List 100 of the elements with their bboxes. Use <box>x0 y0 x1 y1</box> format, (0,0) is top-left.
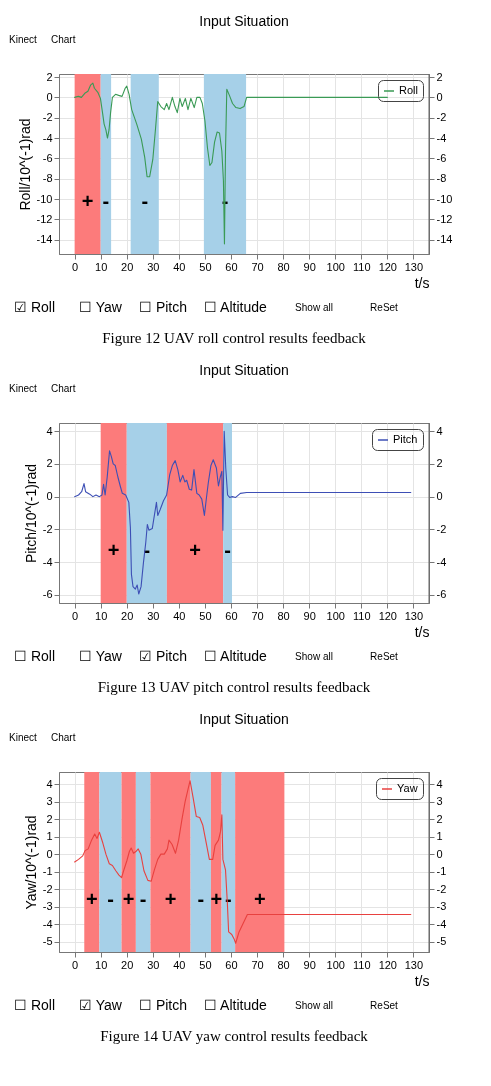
y-tick-label: -1 <box>42 865 53 878</box>
text: ☐ Pitch <box>139 299 188 315</box>
x-tick-label: 40 <box>173 958 186 971</box>
y2-tick-label: -3 <box>436 900 447 913</box>
band-label: - <box>139 887 147 910</box>
y2-tick-label: -10 <box>436 192 453 205</box>
text: ☑ Yaw <box>79 997 123 1013</box>
x-tick-label: 50 <box>199 260 212 273</box>
text: ☑ Pitch <box>139 648 188 664</box>
y-tick-label: 2 <box>46 457 53 470</box>
y-tick-label: -10 <box>36 192 53 205</box>
text: Show all <box>295 302 333 313</box>
y2-tick-label: 4 <box>436 424 443 437</box>
text: ☐ Roll <box>14 648 56 664</box>
y-tick-label: -8 <box>42 172 53 185</box>
x-tick-label: 50 <box>199 609 212 622</box>
y2-tick-label: -1 <box>436 865 447 878</box>
x-tick-label: 80 <box>277 958 290 971</box>
legend-label: Pitch <box>393 433 418 445</box>
band-label: - <box>225 887 232 910</box>
y2-tick-label: 4 <box>436 777 443 790</box>
y2-tick-label: -12 <box>436 212 453 225</box>
text: ☑ Roll <box>14 299 56 315</box>
y-tick-label: 2 <box>46 812 53 825</box>
x-tick-label: 20 <box>121 260 134 273</box>
x-tick-label: 120 <box>378 958 397 971</box>
x-tick-label: 80 <box>277 609 290 622</box>
x-tick-label: 110 <box>352 958 371 971</box>
text: ☐ Altitude <box>204 299 268 315</box>
x-tick-label: 130 <box>404 958 424 971</box>
chart-title: Input Situation <box>199 711 289 727</box>
x-tick-label: 100 <box>326 260 345 273</box>
text: Kinect <box>9 34 38 45</box>
y-tick-label: -2 <box>42 882 53 895</box>
band-label: - <box>143 538 151 561</box>
x-tick-label: 40 <box>173 609 186 622</box>
x-tick-label: 0 <box>72 260 79 273</box>
legend-label: Roll <box>399 84 418 96</box>
y-tick-label: -6 <box>42 588 53 601</box>
caption: Figure 12 UAV roll control results feedback <box>102 330 367 346</box>
text: ReSet <box>370 651 399 662</box>
x-tick-label: 10 <box>95 958 108 971</box>
y-tick-label: 0 <box>46 90 53 103</box>
text: ☐ Yaw <box>79 648 123 664</box>
band-label: - <box>107 887 114 910</box>
y-tick-label: -12 <box>36 212 53 225</box>
y-tick-label: 1 <box>46 830 53 843</box>
x-tick-label: 60 <box>225 609 238 622</box>
x-tick-label: 100 <box>326 609 345 622</box>
text: Chart <box>51 732 76 743</box>
x-axis-title: t/s <box>414 274 430 291</box>
x-tick-label: 40 <box>173 260 186 273</box>
x-tick-label: 100 <box>326 958 345 971</box>
band-label: - <box>197 887 205 910</box>
x-axis-title: t/s <box>414 623 430 640</box>
text: ☐ Roll <box>14 997 56 1013</box>
text: ☐ Altitude <box>204 648 268 664</box>
x-tick-label: 30 <box>147 609 160 622</box>
y-axis-title: Yaw/10^(-1)rad <box>22 815 39 910</box>
x-tick-label: 120 <box>378 609 397 622</box>
y-tick-label: -4 <box>42 555 53 568</box>
band-label: + <box>107 538 120 561</box>
x-tick-label: 0 <box>72 609 79 622</box>
x-tick-label: 80 <box>277 260 290 273</box>
y-axis-title: Pitch/10^(-1)rad <box>22 463 39 564</box>
y2-tick-label: 0 <box>436 90 443 103</box>
text: ☐ Yaw <box>79 299 123 315</box>
band-label: + <box>253 887 266 910</box>
caption: Figure 14 UAV yaw control results feedback <box>100 1028 369 1044</box>
y-tick-label: 2 <box>46 70 53 83</box>
y2-tick-label: 0 <box>436 490 443 503</box>
x-tick-label: 90 <box>303 260 316 273</box>
band-label: - <box>224 538 231 561</box>
caption: Figure 13 UAV pitch control results feedback <box>97 679 371 695</box>
y-tick-label: 0 <box>46 490 53 503</box>
chart-title: Input Situation <box>199 362 289 378</box>
line-series <box>74 82 388 245</box>
y-tick-label: -2 <box>42 522 53 535</box>
chart-title: Input Situation <box>199 13 289 29</box>
text: ReSet <box>370 1000 399 1011</box>
y2-tick-label: -14 <box>436 233 453 246</box>
text: Kinect <box>9 732 38 743</box>
y2-tick-label: -6 <box>436 588 447 601</box>
y2-tick-label: 0 <box>436 847 443 860</box>
text: Chart <box>51 34 76 45</box>
band-label: + <box>85 887 98 910</box>
x-tick-label: 90 <box>303 958 316 971</box>
band-label: + <box>81 189 94 212</box>
x-tick-label: 70 <box>251 260 264 273</box>
x-tick-label: 110 <box>352 260 371 273</box>
band-label: - <box>102 189 110 212</box>
y2-tick-label: -2 <box>436 882 447 895</box>
y-tick-label: -6 <box>42 151 53 164</box>
x-tick-label: 70 <box>251 609 264 622</box>
y-tick-label: -4 <box>42 917 53 930</box>
x-tick-label: 10 <box>95 609 108 622</box>
y-tick-label: 4 <box>46 777 53 790</box>
text: ☐ Pitch <box>139 997 188 1013</box>
x-tick-label: 10 <box>95 260 108 273</box>
y-tick-label: -4 <box>42 131 53 144</box>
